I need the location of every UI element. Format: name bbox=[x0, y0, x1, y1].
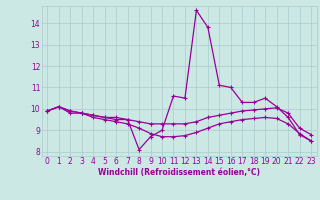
X-axis label: Windchill (Refroidissement éolien,°C): Windchill (Refroidissement éolien,°C) bbox=[98, 168, 260, 177]
